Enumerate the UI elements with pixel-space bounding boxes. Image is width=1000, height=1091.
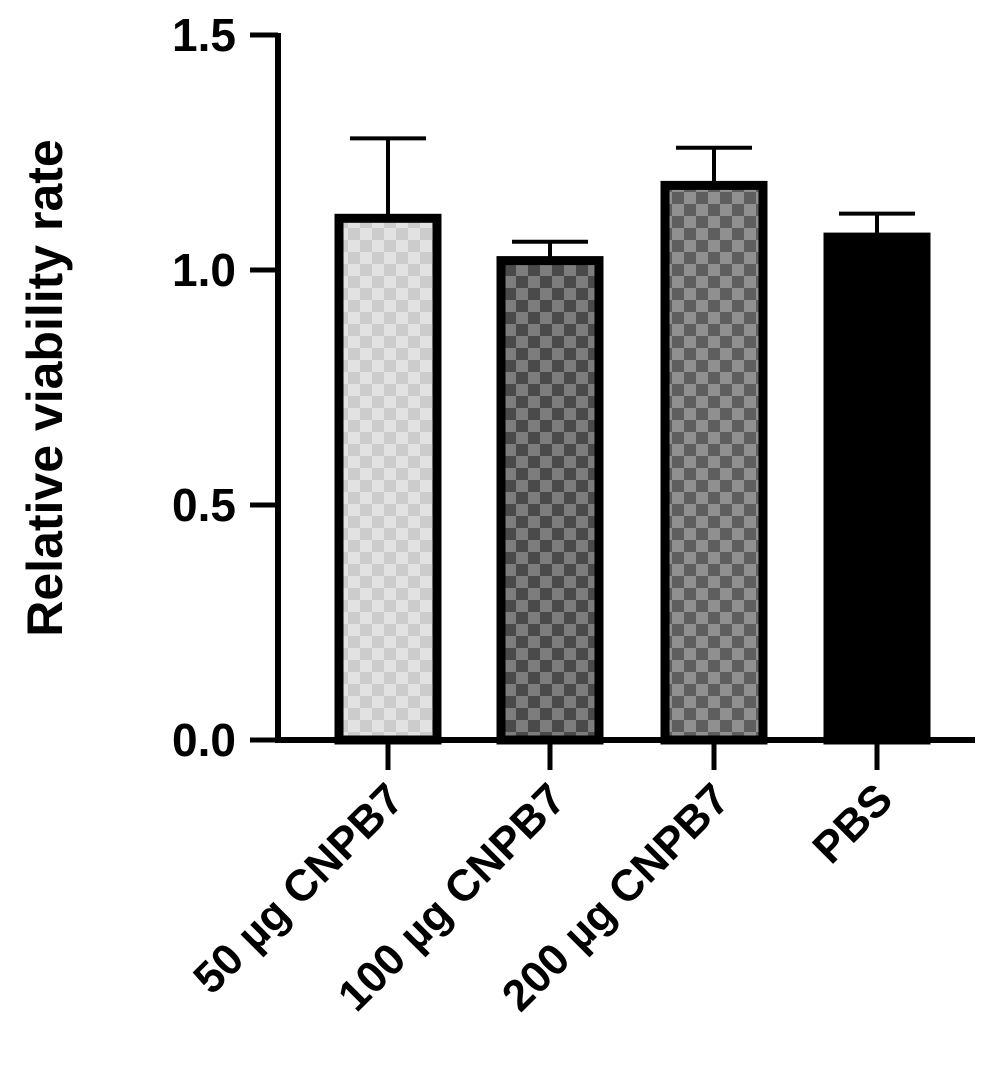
bars-layer <box>334 180 931 745</box>
bar-3 <box>823 232 931 745</box>
bar-1 <box>496 256 604 745</box>
error-bars-layer <box>350 136 915 261</box>
y-axis-title: Relative viability rate <box>17 139 73 636</box>
x-tick-label-3: PBS <box>803 774 902 873</box>
y-tick-label-1: 0.5 <box>172 479 236 531</box>
y-ticks-layer: 0.0 0.5 1.0 1.5 <box>172 9 278 766</box>
bar-0 <box>334 213 442 745</box>
y-tick-label-2: 1.0 <box>172 244 236 296</box>
y-tick-label-0: 0.0 <box>172 714 236 766</box>
bar-2 <box>660 180 768 745</box>
y-tick-label-3: 1.5 <box>172 9 236 61</box>
